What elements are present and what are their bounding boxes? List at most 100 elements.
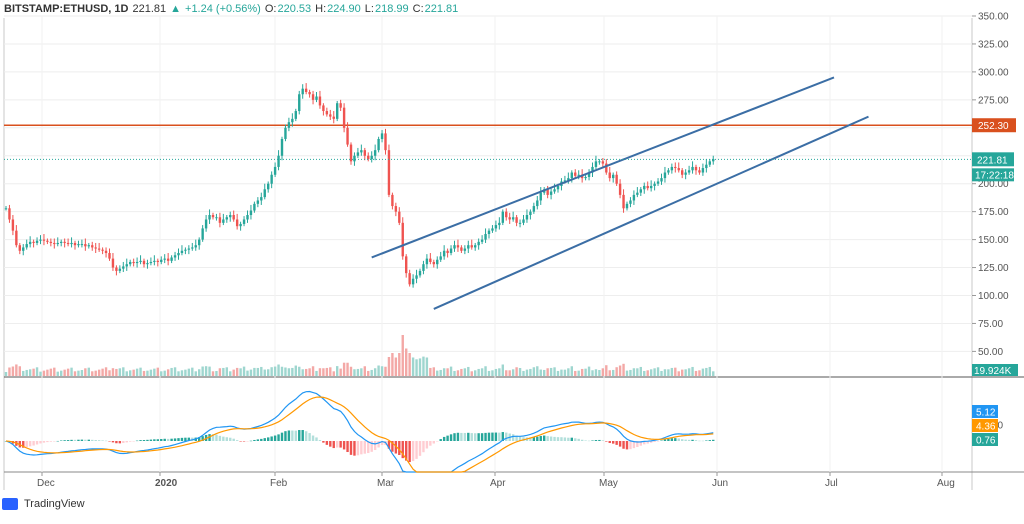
- volume-bar: [570, 366, 573, 376]
- macd-histogram-bar: [63, 440, 66, 441]
- macd-histogram-bar: [267, 437, 270, 441]
- candle-body: [125, 264, 128, 267]
- macd-histogram-bar: [701, 440, 705, 442]
- volume-bar: [546, 368, 549, 376]
- macd-histogram-bar: [587, 440, 591, 442]
- volume-bar: [208, 366, 211, 376]
- candle-body: [612, 174, 615, 179]
- candle-body: [287, 122, 291, 128]
- macd-histogram-bar: [166, 438, 170, 441]
- candle-body: [567, 178, 570, 181]
- volume-bar: [132, 369, 135, 376]
- volume-bar: [591, 370, 594, 376]
- volume-bar: [11, 366, 15, 376]
- volume-bar: [539, 369, 542, 376]
- volume-bar: [598, 370, 601, 376]
- volume-bar: [567, 368, 570, 376]
- macd-histogram-bar: [643, 441, 646, 445]
- candle-body: [263, 189, 266, 198]
- macd-histogram-bar: [570, 437, 573, 441]
- macd-histogram-bar: [467, 432, 470, 441]
- macd-histogram-bar: [563, 437, 567, 441]
- volume-bar: [146, 370, 149, 376]
- candle-body: [505, 211, 508, 218]
- volume-bar: [487, 370, 491, 376]
- candle-body: [91, 245, 94, 248]
- candle-body: [546, 189, 549, 195]
- candle-body: [49, 241, 53, 243]
- macd-histogram-bar: [294, 430, 297, 441]
- candle-body: [180, 250, 184, 254]
- candle-body: [380, 133, 384, 139]
- macd-histogram-bar: [284, 431, 287, 441]
- time-tick-label: Jun: [712, 478, 728, 489]
- tradingview-logo[interactable]: TradingView: [2, 498, 85, 510]
- macd-histogram-bar: [380, 441, 384, 446]
- candle-body: [325, 111, 329, 115]
- candle-body: [166, 258, 170, 261]
- macd-histogram-bar: [577, 438, 580, 441]
- volume-bar: [32, 368, 35, 376]
- chart-header: BITSTAMP:ETHUSD, 1D 221.81 ▲ +1.24 (+0.5…: [0, 0, 462, 18]
- candle-body: [391, 194, 394, 207]
- volume-bar: [556, 370, 560, 376]
- candle-body: [304, 88, 308, 93]
- macd-histogram-bar: [549, 436, 553, 441]
- candle-body: [84, 244, 87, 247]
- volume-bar: [463, 368, 467, 376]
- volume-bar: [42, 370, 46, 376]
- candle-body: [598, 161, 601, 163]
- volume-bar: [377, 365, 380, 376]
- volume-bar: [656, 367, 660, 376]
- candle-body: [529, 211, 532, 216]
- candle-body: [442, 250, 446, 257]
- volume-bar: [325, 367, 329, 376]
- macd-histogram-bar: [170, 438, 173, 441]
- time-tick-label: 2020: [155, 478, 178, 489]
- macd-histogram-bar: [367, 441, 370, 454]
- candle-body: [60, 241, 63, 243]
- volume-bar: [629, 369, 632, 376]
- symbol-label[interactable]: BITSTAMP:ETHUSD, 1D: [4, 3, 129, 15]
- candle-body: [201, 228, 204, 240]
- volume-bar: [643, 370, 646, 376]
- macd-histogram-bar: [301, 430, 304, 441]
- candle-body: [563, 180, 567, 182]
- close-key: C:: [412, 3, 424, 15]
- candle-body: [294, 111, 297, 119]
- macd-histogram-bar: [342, 441, 346, 450]
- candle-body: [425, 258, 429, 265]
- candle-body: [377, 138, 380, 151]
- macd-histogram-bar: [273, 435, 277, 441]
- volume-bar: [494, 368, 498, 376]
- candle-body: [456, 245, 460, 248]
- volume-bar: [360, 368, 363, 376]
- candle-body: [605, 163, 608, 173]
- volume-bar: [411, 357, 415, 376]
- candle-body: [77, 244, 80, 246]
- macd-badge-text: 0.76: [976, 436, 996, 447]
- volume-bar: [508, 370, 511, 376]
- macd-histogram-bar: [636, 441, 639, 447]
- candle-body: [367, 155, 370, 160]
- candle-body: [253, 203, 256, 211]
- macd-histogram-bar: [308, 433, 311, 441]
- candle-body: [429, 258, 432, 262]
- macd-histogram-bar: [329, 441, 332, 447]
- volume-bar: [280, 366, 284, 376]
- time-tick-label: Feb: [270, 478, 288, 489]
- volume-bar: [339, 368, 342, 376]
- volume-bar: [270, 367, 273, 376]
- macd-histogram-bar: [370, 441, 373, 452]
- macd-histogram-bar: [239, 441, 242, 442]
- resistance-badge: [972, 118, 1016, 133]
- volume-bar: [653, 368, 656, 376]
- candle-body: [418, 270, 422, 276]
- macd-histogram-bar: [235, 440, 239, 441]
- macd-histogram-bar: [539, 435, 542, 441]
- macd-badge: [972, 433, 998, 446]
- candle-body: [487, 230, 491, 235]
- candle-body: [267, 183, 270, 190]
